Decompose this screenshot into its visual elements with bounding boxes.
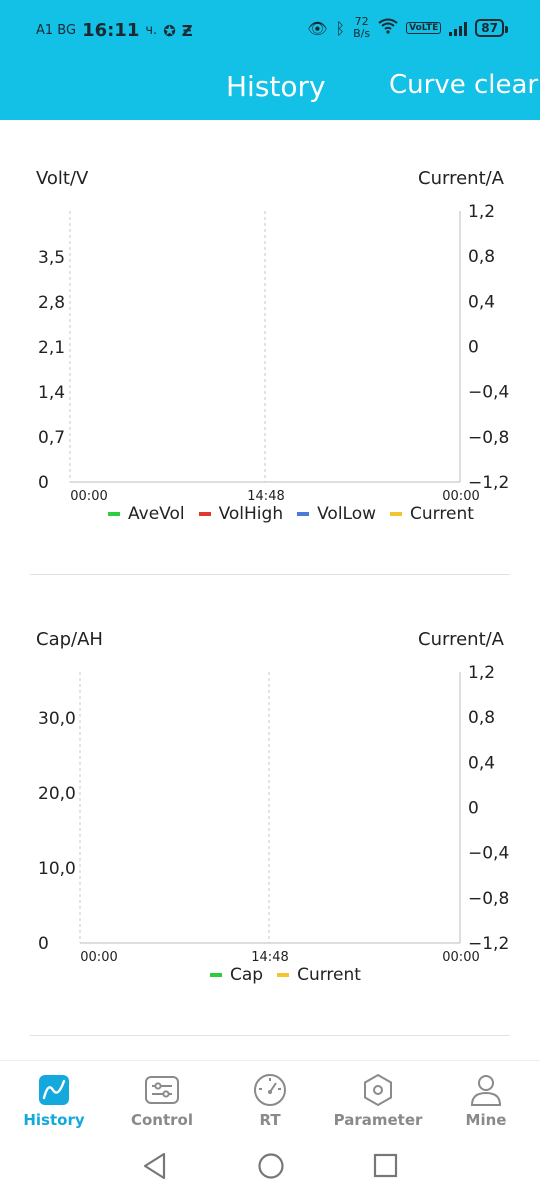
left-axis-tick-label: 2,1	[38, 338, 65, 358]
bluetooth-icon: ᛒ	[335, 18, 346, 38]
legend-item: Current	[390, 504, 474, 524]
right-axis-tick-label: −0,8	[468, 428, 509, 448]
wifi-icon	[378, 18, 398, 38]
page-title: History	[226, 70, 326, 103]
network-speed: 72 B/s	[353, 15, 371, 40]
system-navigation-bar	[0, 1140, 540, 1194]
section-divider	[30, 574, 510, 575]
left-axis-tick-label: 20,0	[38, 784, 76, 804]
app-notification-icon: Ƶ	[181, 21, 193, 40]
nav-rt[interactable]: RT	[220, 1073, 320, 1129]
hexagon-nut-icon	[361, 1073, 395, 1107]
right-axis-tick-label: −1,2	[468, 473, 509, 493]
legend-label: AveVol	[128, 504, 185, 524]
x-axis-tick-label: 14:48	[251, 950, 288, 965]
volte-badge: VoLTE	[406, 22, 442, 34]
right-axis-tick-label: 1,2	[468, 663, 495, 683]
legend-swatch	[108, 512, 120, 516]
legend-swatch	[277, 973, 290, 977]
x-axis-tick-label: 00:00	[70, 489, 107, 504]
nav-parameter[interactable]: Parameter	[328, 1073, 428, 1129]
legend-item: VolLow	[297, 504, 376, 524]
left-axis-tick-label: 0,7	[38, 428, 65, 448]
chart1-right-axis-title: Current/A	[418, 168, 504, 189]
section-divider	[30, 1035, 510, 1036]
right-axis-tick-label: 0,8	[468, 708, 495, 728]
left-axis-tick-label: 30,0	[38, 709, 76, 729]
home-circle-icon[interactable]	[257, 1152, 285, 1184]
right-axis-tick-label: 0	[468, 338, 479, 358]
legend-item: Current	[277, 965, 361, 985]
clock-suffix: ч.	[145, 23, 158, 38]
legend-item: AveVol	[108, 504, 185, 524]
right-axis-tick-label: −0,4	[468, 844, 509, 864]
legend-item: VolHigh	[198, 504, 284, 524]
right-axis-tick-label: 0	[468, 799, 479, 819]
left-axis-tick-label: 0	[38, 934, 49, 954]
left-axis-tick-label: 0	[38, 473, 49, 493]
signal-icon	[449, 20, 468, 36]
chart2-legend: Cap Current	[210, 965, 369, 985]
x-axis-tick-label: 14:48	[247, 489, 284, 504]
back-triangle-icon[interactable]	[142, 1152, 168, 1184]
x-axis-tick-label: 00:00	[442, 950, 479, 965]
right-axis-tick-label: 1,2	[468, 202, 495, 222]
legend-swatch	[198, 512, 211, 516]
legend-label: VolHigh	[218, 504, 284, 524]
settings-gear-icon: ✪	[163, 21, 176, 40]
nav-history[interactable]: History	[4, 1073, 104, 1129]
right-axis-tick-label: −0,8	[468, 889, 509, 909]
legend-item: Cap	[210, 965, 263, 985]
legend-label: Cap	[230, 965, 264, 985]
nav-control[interactable]: Control	[112, 1073, 212, 1129]
chart1-left-axis-title: Volt/V	[36, 168, 89, 189]
chart2-right-axis-title: Current/A	[418, 629, 504, 650]
legend-label: VolLow	[317, 504, 377, 524]
capacity-current-chart: 0 10,0 20,0 30,0 1,2 0,8 0,4 0 −0,4 −0,8 −1,2 00:…	[38, 663, 509, 965]
eye-icon: 👁	[307, 18, 328, 38]
legend-swatch	[297, 512, 310, 516]
left-axis-tick-label: 2,8	[38, 293, 65, 313]
voltage-current-chart: 00,71,42,12,83,5 1,20,80,40−0,4−0,8−1,2 …	[38, 202, 509, 504]
right-axis-tick-label: 0,4	[468, 753, 495, 773]
person-icon	[469, 1073, 503, 1107]
right-axis-tick-label: −1,2	[468, 934, 509, 954]
gauge-icon	[253, 1073, 287, 1107]
recents-square-icon[interactable]	[372, 1152, 398, 1184]
legend-label: Current	[297, 965, 361, 985]
battery-icon: 87	[475, 19, 508, 37]
sliders-icon	[145, 1073, 179, 1107]
legend-swatch	[390, 512, 403, 516]
history-chart-icon	[37, 1073, 71, 1107]
bottom-navigation: History Control RT Parameter Mine	[0, 1060, 540, 1141]
left-axis-tick-label: 1,4	[38, 383, 65, 403]
left-axis-tick-label: 3,5	[38, 248, 65, 268]
app-header	[0, 0, 540, 120]
x-axis-tick-label: 00:00	[442, 489, 479, 504]
curve-clear-button[interactable]: Curve clear	[389, 70, 539, 100]
legend-swatch	[210, 973, 222, 977]
right-axis-tick-label: 0,8	[468, 247, 495, 267]
right-axis-tick-label: 0,4	[468, 292, 495, 312]
carrier-label: A1 BG	[36, 23, 77, 38]
legend-label: Current	[410, 504, 474, 524]
right-axis-tick-label: −0,4	[468, 383, 509, 403]
nav-mine[interactable]: Mine	[436, 1073, 536, 1129]
chart2-left-axis-title: Cap/AH	[36, 629, 103, 650]
status-bar: A1 BG 16:11 ч. ✪ Ƶ 👁 ᛒ 72 B/s VoLTE 87	[0, 0, 540, 60]
clock: 16:11	[82, 20, 140, 41]
chart1-legend: AveVol VolHigh VolLow Current	[108, 504, 482, 524]
left-axis-tick-label: 10,0	[38, 859, 76, 879]
x-axis-tick-label: 00:00	[80, 950, 117, 965]
